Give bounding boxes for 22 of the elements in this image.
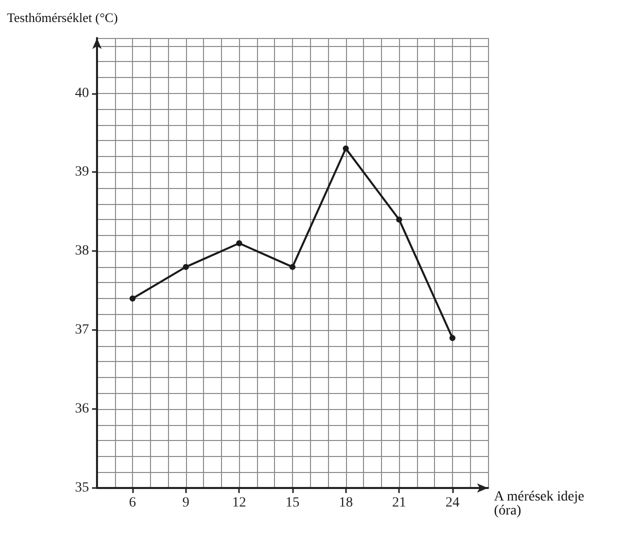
y-tick-label: 35 [75,480,89,496]
y-tick-label: 37 [75,322,89,338]
x-tick-label: 24 [445,496,460,510]
y-tick-label: 40 [75,86,89,101]
x-tick-label: 18 [338,496,353,510]
point [396,216,402,223]
point [290,264,296,270]
x-tick-label: 21 [392,496,406,510]
x-tick-label: 12 [232,496,246,510]
x-tick-label: 15 [286,496,300,510]
y-tick-label: 38 [75,244,89,259]
x-axis-title: A mérések ideje (óra) [494,490,584,518]
y-tick-label: 36 [75,402,89,417]
point [342,146,349,152]
point [449,335,456,341]
point [236,240,242,246]
point [130,296,136,302]
y-tick-label: 39 [75,164,89,180]
x-tick-label: 9 [182,496,190,510]
point [182,264,189,270]
y-axis-title: Testhőmérséklet (°C) [7,10,118,25]
x-tick-label: 6 [129,496,136,510]
